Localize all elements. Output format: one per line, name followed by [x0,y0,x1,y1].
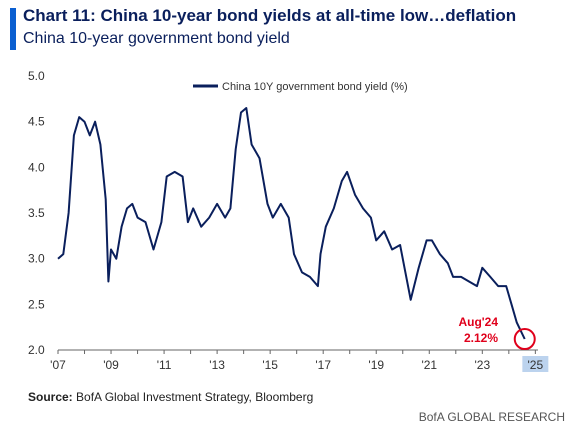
legend-label: China 10Y government bond yield (%) [222,81,408,93]
x-tick-label: '25 [528,358,544,372]
x-tick-label: '11 [157,358,172,372]
x-tick-label: '21 [421,358,437,372]
y-tick-label: 4.5 [28,115,45,129]
y-tick-label: 2.0 [28,343,45,357]
y-tick-label: 3.0 [28,252,45,266]
series-line [57,107,526,340]
x-tick-label: '07 [50,358,66,372]
y-tick-label: 5.0 [28,69,45,83]
source-label: Source: [28,390,73,404]
chart-legend: China 10Y government bond yield (%) [193,81,408,93]
title-accent-bar [10,8,16,50]
x-tick-label: '15 [262,358,278,372]
y-axis: 2.0 2.5 3.0 3.5 4.0 4.5 5.0 [28,69,45,357]
annotation-value: 2.12% [464,331,498,345]
source-note: Source: BofA Global Investment Strategy,… [28,390,313,404]
series-layer [57,107,526,340]
source-text: BofA Global Investment Strategy, Bloombe… [72,390,314,404]
x-tick-label: '13 [209,358,225,372]
y-tick-label: 4.0 [28,160,45,174]
brand-label: BofA GLOBAL RESEARCH [418,410,565,424]
x-tick-label: '09 [103,358,119,372]
x-tick-label: '19 [368,358,384,372]
annotation-circle [513,328,536,351]
x-tick-label: '23 [474,358,490,372]
annotation: Aug'24 2.12% [458,315,536,351]
x-tick-label: '17 [315,358,331,372]
chart-subtitle: China 10-year government bond yield [23,30,290,47]
x-axis: '07 '09 '11 '13 '15 '17 '19 '21 '23 '25 [50,349,549,372]
chart-title: Chart 11: China 10-year bond yields at a… [23,6,517,25]
x-tick-highlight [522,356,549,372]
y-tick-label: 3.5 [28,206,45,220]
y-tick-label: 2.5 [28,297,45,311]
annotation-date: Aug'24 [458,315,498,329]
line-chart: 2.0 2.5 3.0 3.5 4.0 4.5 5.0 '07 '09 '11 '13 '15 '17… [28,69,549,372]
